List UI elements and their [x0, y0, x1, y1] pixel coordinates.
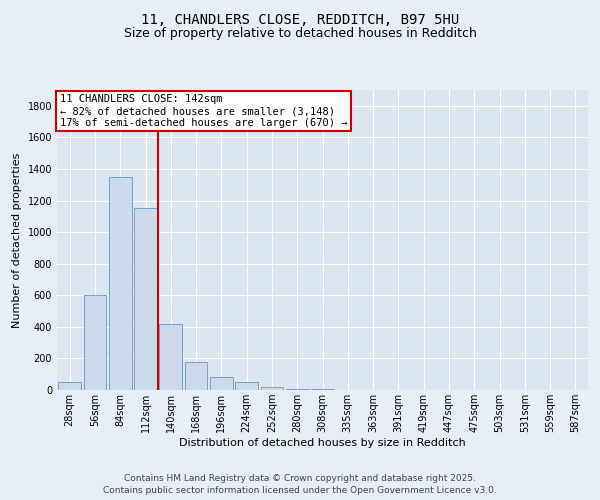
X-axis label: Distribution of detached houses by size in Redditch: Distribution of detached houses by size … — [179, 438, 466, 448]
Bar — [160, 324, 182, 390]
Bar — [260, 387, 283, 390]
Bar — [210, 378, 233, 390]
Text: 11, CHANDLERS CLOSE, REDDITCH, B97 5HU: 11, CHANDLERS CLOSE, REDDITCH, B97 5HU — [141, 12, 459, 26]
Bar — [235, 382, 258, 390]
Bar — [134, 208, 157, 390]
Bar — [286, 389, 308, 390]
Bar — [311, 389, 334, 390]
Y-axis label: Number of detached properties: Number of detached properties — [12, 152, 22, 328]
Text: Contains HM Land Registry data © Crown copyright and database right 2025.
Contai: Contains HM Land Registry data © Crown c… — [103, 474, 497, 495]
Text: 11 CHANDLERS CLOSE: 142sqm
← 82% of detached houses are smaller (3,148)
17% of s: 11 CHANDLERS CLOSE: 142sqm ← 82% of deta… — [59, 94, 347, 128]
Bar — [83, 296, 106, 390]
Text: Size of property relative to detached houses in Redditch: Size of property relative to detached ho… — [124, 28, 476, 40]
Bar — [58, 382, 81, 390]
Bar — [185, 362, 208, 390]
Bar — [109, 177, 131, 390]
